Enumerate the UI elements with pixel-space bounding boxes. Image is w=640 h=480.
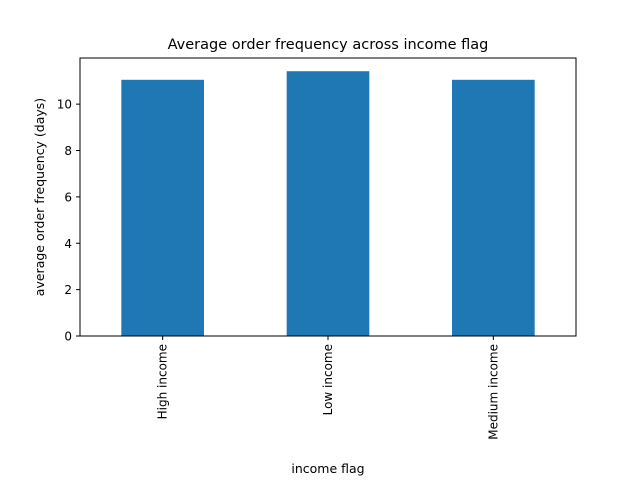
plot-frame — [79, 57, 577, 337]
y-axis-label: average order frequency (days) — [32, 98, 47, 296]
y-tick-label: 10 — [57, 98, 72, 112]
y-axis: 0 2 4 6 8 10 — [57, 98, 80, 344]
y-tick-label: 2 — [64, 283, 72, 297]
bars-layer — [121, 71, 535, 337]
chart-title: Average order frequency across income fl… — [168, 37, 489, 53]
x-axis: High income Low income Medium income — [156, 336, 500, 440]
bar-low-income — [286, 71, 370, 337]
y-tick-label: 4 — [64, 237, 72, 251]
x-axis-label: income flag — [291, 461, 364, 476]
bar-medium-income — [452, 79, 535, 336]
x-tick-label: Low income — [321, 344, 335, 415]
y-tick-label: 6 — [64, 190, 72, 204]
x-tick-label: Medium income — [486, 344, 500, 440]
bar-high-income — [121, 79, 204, 336]
y-tick-label: 8 — [64, 144, 72, 158]
y-tick-label: 0 — [64, 330, 72, 344]
x-tick-label: High income — [156, 344, 170, 419]
